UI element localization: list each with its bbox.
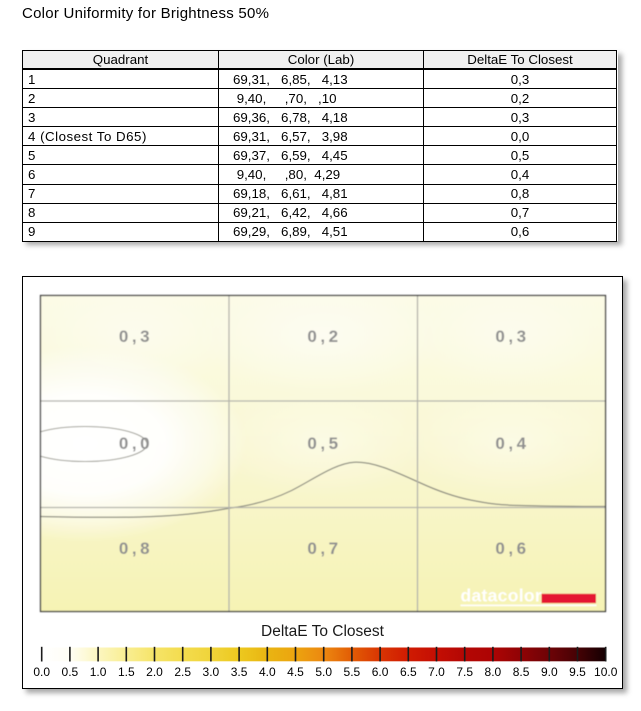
svg-text:5.5: 5.5 xyxy=(344,665,361,679)
svg-text:1.0: 1.0 xyxy=(90,665,107,679)
svg-text:3.5: 3.5 xyxy=(231,665,248,679)
svg-text:8.5: 8.5 xyxy=(513,665,530,679)
svg-text:10.0: 10.0 xyxy=(594,665,618,679)
svg-text:2.5: 2.5 xyxy=(174,665,191,679)
svg-text:0,5: 0,5 xyxy=(307,434,341,453)
svg-text:5.0: 5.0 xyxy=(315,665,332,679)
svg-text:0,3: 0,3 xyxy=(119,327,153,346)
svg-text:0,6: 0,6 xyxy=(495,539,529,558)
svg-text:datacolor: datacolor xyxy=(461,586,542,606)
svg-text:8.0: 8.0 xyxy=(485,665,502,679)
svg-text:4.5: 4.5 xyxy=(287,665,304,679)
svg-text:3.0: 3.0 xyxy=(203,665,220,679)
svg-text:9.5: 9.5 xyxy=(569,665,586,679)
svg-text:4.0: 4.0 xyxy=(259,665,276,679)
svg-text:7.5: 7.5 xyxy=(456,665,473,679)
svg-text:6.5: 6.5 xyxy=(400,665,417,679)
svg-text:0,0: 0,0 xyxy=(119,434,153,453)
svg-text:0.0: 0.0 xyxy=(33,665,50,679)
svg-text:DeltaE To Closest: DeltaE To Closest xyxy=(261,623,385,640)
svg-text:0.5: 0.5 xyxy=(62,665,79,679)
svg-text:1.5: 1.5 xyxy=(118,665,135,679)
svg-text:0,4: 0,4 xyxy=(495,434,529,453)
svg-text:2.0: 2.0 xyxy=(146,665,163,679)
svg-text:0,3: 0,3 xyxy=(495,327,529,346)
svg-text:6.0: 6.0 xyxy=(372,665,389,679)
svg-text:9.0: 9.0 xyxy=(541,665,558,679)
svg-text:0,8: 0,8 xyxy=(119,539,153,558)
svg-text:7.0: 7.0 xyxy=(428,665,445,679)
svg-text:0,7: 0,7 xyxy=(307,539,341,558)
svg-text:0,2: 0,2 xyxy=(307,327,341,346)
